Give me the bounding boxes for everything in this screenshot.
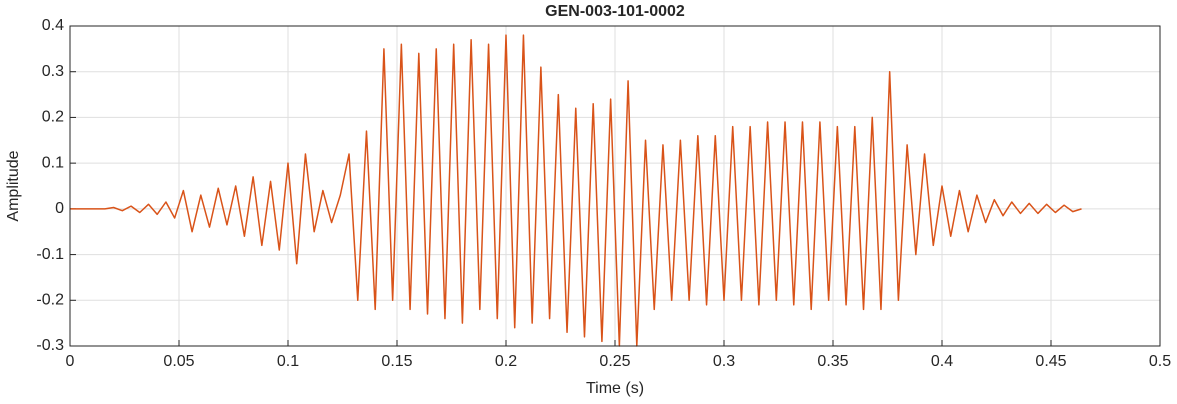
x-tick-label: 0.3: [713, 353, 735, 370]
chart-title: GEN-003-101-0002: [545, 3, 685, 20]
x-tick-label: 0: [66, 353, 75, 370]
y-tick-label: 0.1: [42, 154, 64, 171]
x-tick-label: 0.2: [495, 353, 517, 370]
x-tick-label: 0.25: [599, 353, 630, 370]
y-tick-label: 0: [55, 200, 64, 217]
x-tick-label: 0.1: [277, 353, 299, 370]
plot-frame: [69, 25, 1161, 347]
x-tick-label: 0.15: [381, 353, 412, 370]
x-tick-label: 0.45: [1035, 353, 1066, 370]
y-tick-label: 0.3: [42, 63, 64, 80]
y-tick-label: -0.2: [36, 292, 64, 309]
y-tick-label: 0.2: [42, 109, 64, 126]
y-tick-label: 0.4: [42, 17, 64, 34]
y-tick-label: -0.3: [36, 337, 64, 354]
y-axis-label: Amplitude: [5, 150, 22, 221]
x-tick-label: 0.35: [817, 353, 848, 370]
x-tick-label: 0.05: [163, 353, 194, 370]
x-tick-label: 0.4: [931, 353, 953, 370]
x-axis-label: Time (s): [586, 380, 644, 397]
y-tick-label: -0.1: [36, 246, 64, 263]
waveform: [70, 34, 1082, 347]
x-tick-label: 0.5: [1149, 353, 1171, 370]
